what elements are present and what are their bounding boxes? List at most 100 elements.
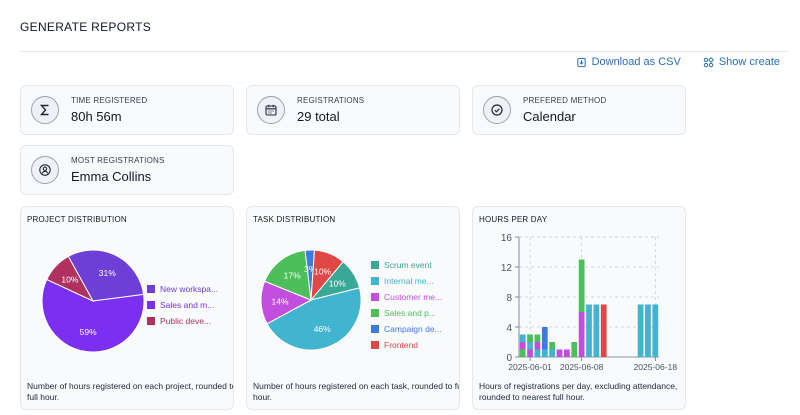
legend-label: Sales and p... [384, 308, 436, 318]
bar-segment[interactable] [534, 342, 541, 350]
legend-swatch [147, 285, 155, 293]
slice-label: 31% [99, 268, 116, 278]
slice-label: 59% [80, 327, 97, 337]
bar-segment[interactable] [541, 349, 548, 358]
stat-value: Calendar [523, 109, 576, 124]
legend-label: Campaign de... [384, 324, 442, 334]
report-actions: Download as CSV Show create [576, 56, 780, 68]
y-tick-label: 16 [501, 233, 513, 244]
legend-swatch [371, 325, 379, 333]
slice-label: 3% [304, 264, 317, 274]
bar-segment[interactable] [637, 304, 644, 358]
bar-segment[interactable] [571, 342, 578, 357]
bar-segment[interactable] [564, 349, 570, 358]
pie-slice[interactable] [41, 278, 145, 353]
stat-value: 80h 56m [71, 109, 122, 124]
stat-label: MOST REGISTRATIONS [71, 156, 165, 165]
bar-segment[interactable] [541, 334, 548, 350]
bar-segment[interactable] [578, 259, 585, 313]
bar-segment[interactable] [519, 349, 526, 358]
stat-label: TIME REGISTERED [71, 96, 148, 105]
bar-segment[interactable] [527, 349, 533, 358]
legend-item[interactable]: Scrum event [371, 257, 442, 273]
download-csv-button[interactable]: Download as CSV [576, 56, 681, 68]
slice-label: 14% [272, 297, 289, 307]
chart-description: Hours of registrations per day, excludin… [479, 381, 678, 402]
stat-label: PREFERED METHOD [523, 96, 607, 105]
hours-bar-chart: 0 4 8 12 16 2025-06-01 2025-06-08 2025-06-18 [501, 233, 678, 372]
legend-item[interactable]: Sales and p... [371, 305, 442, 321]
chart-title: HOURS PER DAY [479, 215, 548, 224]
stat-card-most-registrations: MOST REGISTRATIONS Emma Collins [20, 145, 234, 195]
legend-label: Customer me... [384, 292, 443, 302]
stat-card-time-registered: TIME REGISTERED 80h 56m [20, 85, 234, 135]
stat-value: Emma Collins [71, 169, 152, 184]
stat-card-prefered-method: PREFERED METHOD Calendar [472, 85, 686, 135]
legend-swatch [371, 293, 379, 301]
chart-title: TASK DISTRIBUTION [253, 215, 336, 224]
y-tick-label: 8 [506, 293, 512, 304]
check-circle-icon [483, 96, 511, 124]
bar-segment[interactable] [652, 304, 659, 358]
bar-segment[interactable] [519, 342, 526, 350]
x-tick-label: 2025-06-08 [560, 362, 604, 372]
download-csv-label: Download as CSV [591, 56, 681, 68]
task-pie-chart: 10%46%14%17%3%10% [260, 249, 362, 351]
slice-label: 10% [61, 274, 78, 284]
legend-item[interactable]: Internal me... [371, 273, 442, 289]
legend-swatch [147, 317, 155, 325]
pie-slice[interactable] [67, 249, 145, 302]
legend-swatch [371, 341, 379, 349]
show-create-button[interactable]: Show create [703, 56, 780, 68]
bar-segment[interactable] [527, 342, 533, 350]
widgets-icon [703, 56, 714, 67]
pie-slice[interactable] [266, 287, 362, 351]
user-icon [31, 156, 59, 184]
bar-segment[interactable] [586, 304, 592, 358]
bar-segment[interactable] [534, 349, 541, 358]
bar-segment[interactable] [549, 342, 556, 350]
calendar-icon [257, 96, 285, 124]
project-distribution-card: PROJECT DISTRIBUTION 31% 59% 10% New works… [20, 206, 234, 410]
legend-label: Sales and m... [160, 300, 215, 310]
slice-label: 10% [314, 266, 331, 276]
legend-item[interactable]: Public deve... [147, 313, 218, 329]
sigma-icon [31, 96, 59, 124]
legend-swatch [371, 261, 379, 269]
legend-item[interactable]: Frontend [371, 337, 442, 353]
bar-segment[interactable] [549, 349, 556, 358]
pie-slice[interactable] [46, 255, 95, 303]
chart-title: PROJECT DISTRIBUTION [27, 215, 127, 224]
legend-label: Public deve... [160, 316, 212, 326]
legend-item[interactable]: Customer me... [371, 289, 442, 305]
y-tick-label: 4 [506, 323, 512, 334]
pie-slice[interactable] [310, 249, 344, 302]
bar-segment[interactable] [519, 334, 526, 343]
bar-segment[interactable] [600, 304, 607, 358]
bar-segment[interactable] [527, 334, 533, 343]
header-divider [20, 51, 788, 52]
pie-slice[interactable] [263, 249, 312, 301]
task-distribution-card: TASK DISTRIBUTION 10% 46% 14% 17% 3% 10% Scru… [246, 206, 460, 410]
bar-segment[interactable] [556, 349, 563, 358]
legend-label: New workspa... [160, 284, 219, 294]
download-icon [576, 57, 586, 67]
slice-label: 46% [314, 324, 331, 334]
slice-label: 10% [329, 279, 346, 289]
bar-segment[interactable] [534, 334, 541, 343]
hours-per-day-card: HOURS PER DAY 0 4 8 12 16 2025-06-01 2025-06-0… [472, 206, 686, 410]
bar-segment[interactable] [645, 304, 651, 358]
legend-swatch [371, 277, 379, 285]
legend-item[interactable]: Campaign de... [371, 321, 442, 337]
legend-label: Internal me... [384, 276, 434, 286]
bar-segment[interactable] [541, 327, 548, 335]
legend-label: Frontend [384, 340, 419, 350]
bar-segment[interactable] [593, 304, 600, 358]
x-tick-label: 2025-06-18 [634, 362, 678, 372]
y-tick-label: 0 [506, 353, 512, 364]
legend-item[interactable]: New workspa... [147, 281, 218, 297]
project-pie-chart: 31% 59% 10% [41, 249, 145, 353]
bar-segment[interactable] [578, 312, 585, 357]
legend-item[interactable]: Sales and m... [147, 297, 218, 313]
task-legend: Scrum event Internal me... Customer me... S… [371, 257, 442, 353]
